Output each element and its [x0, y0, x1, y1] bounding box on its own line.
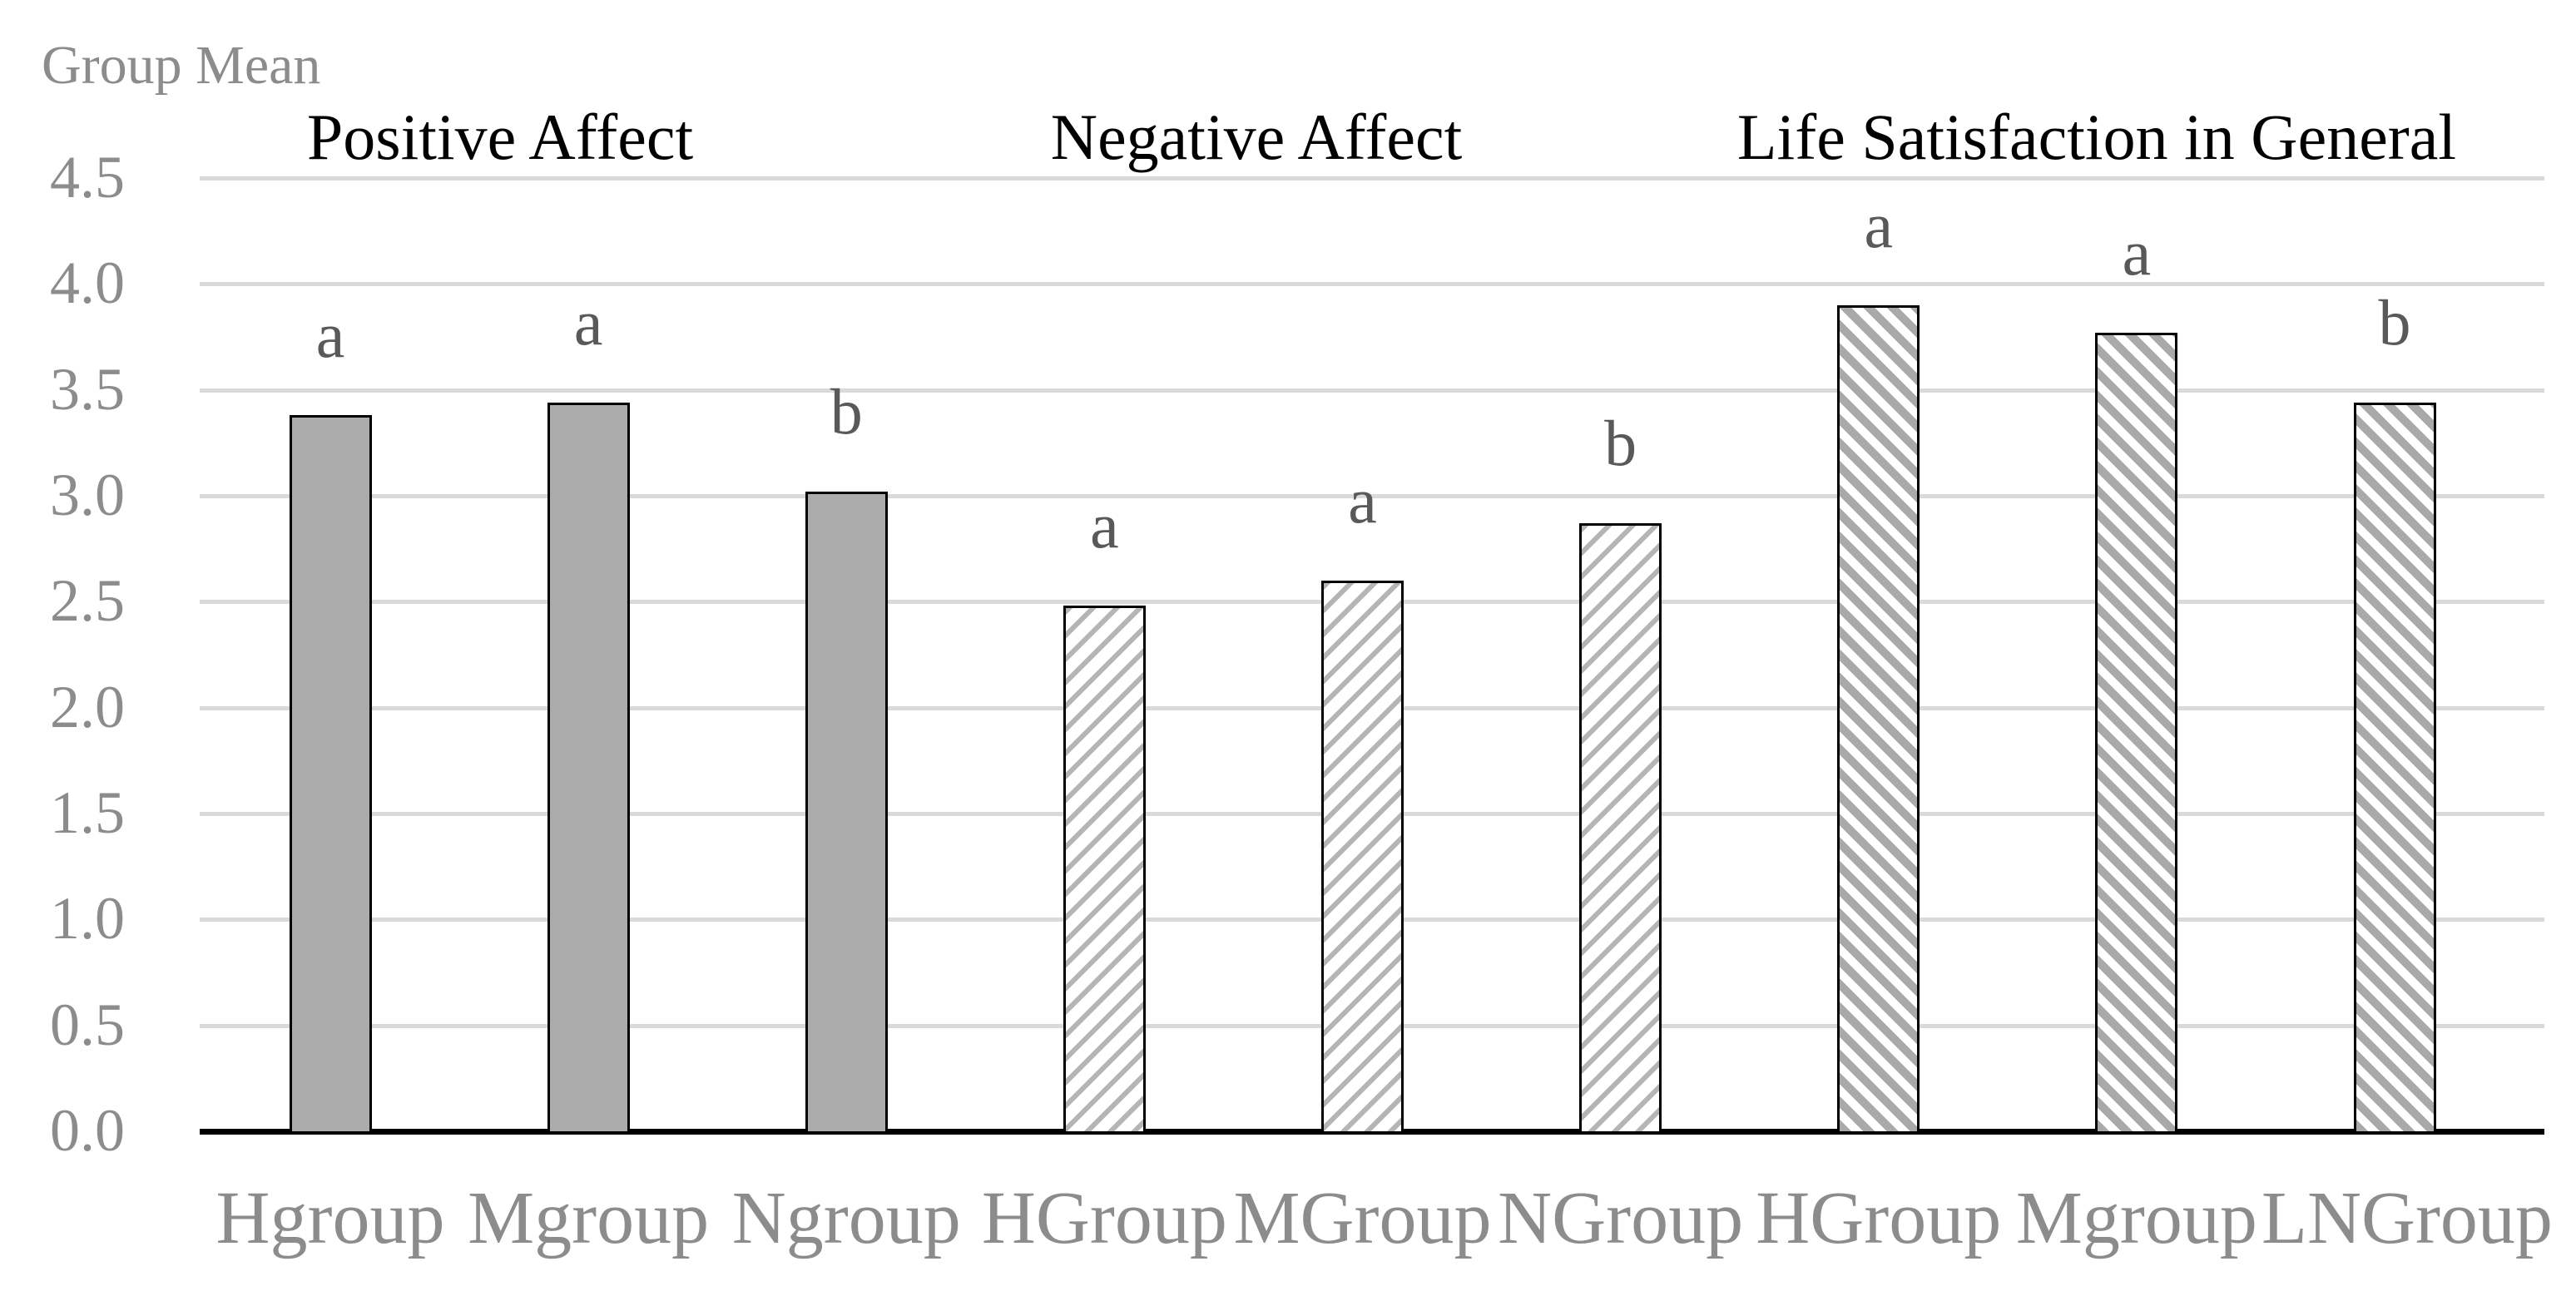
y-tick-label: 2.5 [50, 567, 125, 635]
bar-mgroup-g3 [2095, 332, 2178, 1131]
x-axis-label: HGroup [981, 1177, 1227, 1259]
x-axis-label: LNGroup [2261, 1177, 2553, 1259]
y-tick-label: 1.0 [50, 885, 125, 952]
y-tick-label: 3.0 [50, 461, 125, 528]
x-axis-label: Hgroup [215, 1177, 445, 1259]
significance-letter: a [1090, 489, 1119, 562]
bar-hgroup-g1 [289, 415, 372, 1131]
gridline-4.5 [200, 176, 2544, 181]
y-axis-title: Group Mean [42, 35, 321, 96]
y-tick-label: 3.5 [50, 355, 125, 423]
y-tick-label: 4.0 [50, 250, 125, 317]
gridline-4.0 [200, 282, 2544, 287]
y-tick-label: 0.0 [50, 1097, 125, 1164]
bar-ngroup-g1 [805, 491, 888, 1131]
significance-letter: a [1864, 188, 1894, 261]
significance-letter: a [1348, 463, 1377, 537]
bar-mgroup-g1 [547, 402, 630, 1131]
significance-letter: b [2378, 285, 2411, 359]
significance-letter: b [1604, 407, 1637, 480]
bar-hgroup-g2 [1063, 606, 1146, 1131]
group-title: Negative Affect [1050, 101, 1463, 173]
y-tick-label: 1.5 [50, 779, 125, 846]
significance-letter: b [830, 374, 863, 448]
bar-lngroup-g3 [2353, 402, 2436, 1131]
y-tick-label: 4.5 [50, 143, 125, 210]
y-tick-label: 0.5 [50, 991, 125, 1058]
x-axis-label: Mgroup [468, 1177, 710, 1259]
x-axis-line [200, 1129, 2544, 1135]
x-axis-label: HGroup [1756, 1177, 2002, 1259]
group-title: Positive Affect [306, 101, 694, 173]
bar-hgroup-g3 [1837, 304, 1920, 1131]
x-axis-label: Mgroup [2015, 1177, 2257, 1259]
x-axis-label: Ngroup [731, 1177, 961, 1259]
significance-letter: a [315, 299, 345, 372]
x-axis-label: MGroup [1233, 1177, 1492, 1259]
bar-ngroup-g2 [1579, 523, 1662, 1131]
gridline-3.5 [200, 388, 2544, 393]
y-tick-label: 2.0 [50, 673, 125, 740]
bar-mgroup-g2 [1321, 580, 1404, 1131]
significance-letter: a [573, 285, 603, 359]
group-title: Life Satisfaction in General [1736, 101, 2457, 173]
gridline-3.0 [200, 493, 2544, 498]
x-axis-label: NGroup [1498, 1177, 1744, 1259]
significance-letter: a [2122, 215, 2152, 289]
